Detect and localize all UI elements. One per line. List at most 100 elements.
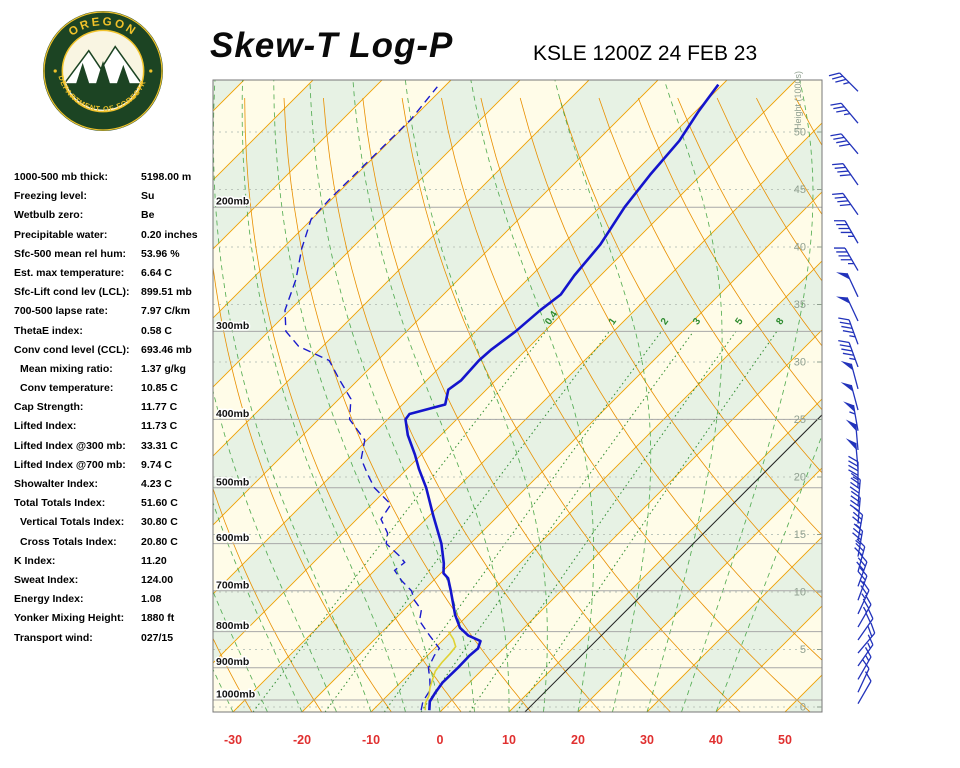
sounding-indices-panel: 1000-500 mb thick: 5198.00 m Freezing leve…: [14, 168, 214, 648]
index-row: Cross Totals Index: 20.80 C: [14, 533, 214, 552]
pressure-label: 500mb: [216, 476, 249, 488]
index-label: 1000-500 mb thick:: [14, 171, 108, 183]
height-tick-label: 10: [794, 587, 806, 599]
mixing-ratio-line: [469, 331, 737, 712]
index-row: Sfc-500 mean rel hum: 53.96 %: [14, 245, 214, 264]
index-value: 6.64 C: [141, 266, 172, 279]
height-tick-label: 30: [794, 357, 806, 369]
index-label: Lifted Index:: [14, 420, 77, 433]
index-row: Vertical Totals Index: 30.80 C: [14, 513, 214, 532]
index-label: Est. max temperature:: [14, 266, 125, 279]
isotherm-line: [439, 329, 822, 712]
pressure-label: 900mb: [216, 656, 249, 668]
dry-adiabat-line: [213, 263, 392, 712]
index-value: 9.74 C: [141, 458, 172, 471]
index-value: 0.20 inches: [141, 228, 198, 241]
moist-adiabat-line: [404, 80, 548, 712]
index-row: Freezing level: Su: [14, 187, 214, 206]
wetbulb-trace: [424, 631, 457, 711]
isotherm-line: [646, 536, 822, 712]
pressure-label: 300mb: [216, 320, 249, 332]
index-value: 5198.00 m: [141, 171, 192, 183]
moist-adiabat-line: [273, 80, 441, 712]
temp-tick-label: 20: [571, 733, 585, 747]
logo-scene: [64, 45, 142, 110]
index-row: Precipitable water: 0.20 inches: [14, 226, 214, 245]
index-row: Conv temperature: 10.85 C: [14, 379, 214, 398]
index-value: 20.80 C: [141, 535, 178, 548]
moist-adiabat-line: [352, 80, 510, 712]
profiles: [284, 83, 720, 711]
index-value: 11.20: [141, 554, 167, 567]
height-tick-label: 45: [794, 184, 806, 196]
dry-adiabat-line: [637, 97, 822, 411]
index-value: 33.31 C: [141, 439, 178, 452]
pressure-label: 1000mb: [216, 689, 255, 701]
index-label: Sfc-Lift cond lev (LCL):: [14, 286, 130, 299]
dry-adiabat-line: [213, 637, 253, 712]
logo-star-icon: [149, 69, 153, 73]
index-row: Showalter Index: 4.23 C: [14, 475, 214, 494]
index-row: Lifted Index @300 mb: 33.31 C: [14, 437, 214, 456]
index-label: Conv cond level (CCL):: [14, 343, 130, 356]
mixing-ratio-label: 8: [774, 316, 786, 327]
index-label: Cap Strength:: [14, 401, 84, 414]
index-value: 1.37 g/kg: [141, 362, 186, 375]
isotherm-line: [232, 122, 822, 712]
index-value: Be: [141, 209, 155, 222]
page-title: Skew-T Log-P: [210, 26, 454, 65]
pressure-grid: 200mb 300mb 400mb 500mb 600mb 700mb 800mb 900mb…: [213, 194, 822, 702]
mixing-ratio-line: [324, 330, 610, 712]
index-value: 124.00: [141, 573, 174, 586]
dry-adiabat-line: [914, 98, 960, 712]
moist-adiabat-line: [309, 80, 475, 712]
height-tick-label: 35: [794, 299, 806, 311]
height-tick-label: 5: [800, 644, 806, 656]
dry-adiabat-line: [283, 97, 532, 712]
index-row: Lifted Index @700 mb: 9.74 C: [14, 456, 214, 475]
index-value: 7.97 C/km: [141, 305, 191, 318]
dry-adiabat-line: [875, 98, 960, 712]
reference-line: [524, 414, 822, 712]
index-label: Transport wind:: [14, 631, 93, 644]
temp-tick-label: 30: [640, 733, 654, 747]
index-label: Showalter Index:: [14, 478, 99, 490]
height-tick-label: 20: [794, 472, 806, 484]
dry-adiabat-line: [75, 98, 182, 712]
isotherm-line: [213, 80, 452, 319]
logo-ring-border: [43, 11, 163, 131]
dry-adiabat-line: [480, 97, 822, 661]
index-row: K Index: 11.20: [14, 552, 214, 571]
plot-border: [212, 79, 823, 713]
dry-adiabat-line: [362, 97, 671, 712]
dry-adiabat-line: [598, 97, 822, 474]
index-row: 700-500 lapse rate: 7.97 C/km: [14, 302, 214, 321]
index-label: Energy Index:: [14, 593, 84, 606]
temp-tick-label: -20: [293, 733, 311, 747]
index-value: 0.58 C: [141, 324, 172, 337]
isotherm-line: [508, 398, 822, 712]
isotherm-line: [213, 80, 383, 250]
moist-adiabat-line: [213, 389, 337, 712]
index-value: 11.77 C: [141, 401, 178, 414]
moist-adiabat-line: [213, 501, 303, 712]
pressure-label: 700mb: [216, 579, 249, 591]
dry-adiabat-line: [323, 97, 602, 712]
mixing-ratio-label: 2: [659, 316, 671, 327]
isotherm-line: [301, 191, 822, 712]
isotherm-line: [854, 80, 960, 712]
temp-axis: -30 -20 -10 0 10 20 30 40 50: [224, 733, 792, 747]
index-row: Lifted Index: 11.73 C: [14, 417, 214, 436]
mixing-ratio-line: [516, 331, 778, 712]
dry-adiabat-line: [401, 97, 741, 712]
dry-adiabat-line: [559, 97, 822, 536]
temp-tick-label: -30: [224, 733, 242, 747]
isotherm-line: [213, 80, 728, 595]
index-value: 1880 ft: [141, 612, 175, 625]
index-value: 53.96 %: [141, 247, 180, 260]
pressure-label: 600mb: [216, 532, 249, 544]
pressure-label: 800mb: [216, 620, 249, 632]
height-tick-label: 40: [794, 242, 806, 254]
